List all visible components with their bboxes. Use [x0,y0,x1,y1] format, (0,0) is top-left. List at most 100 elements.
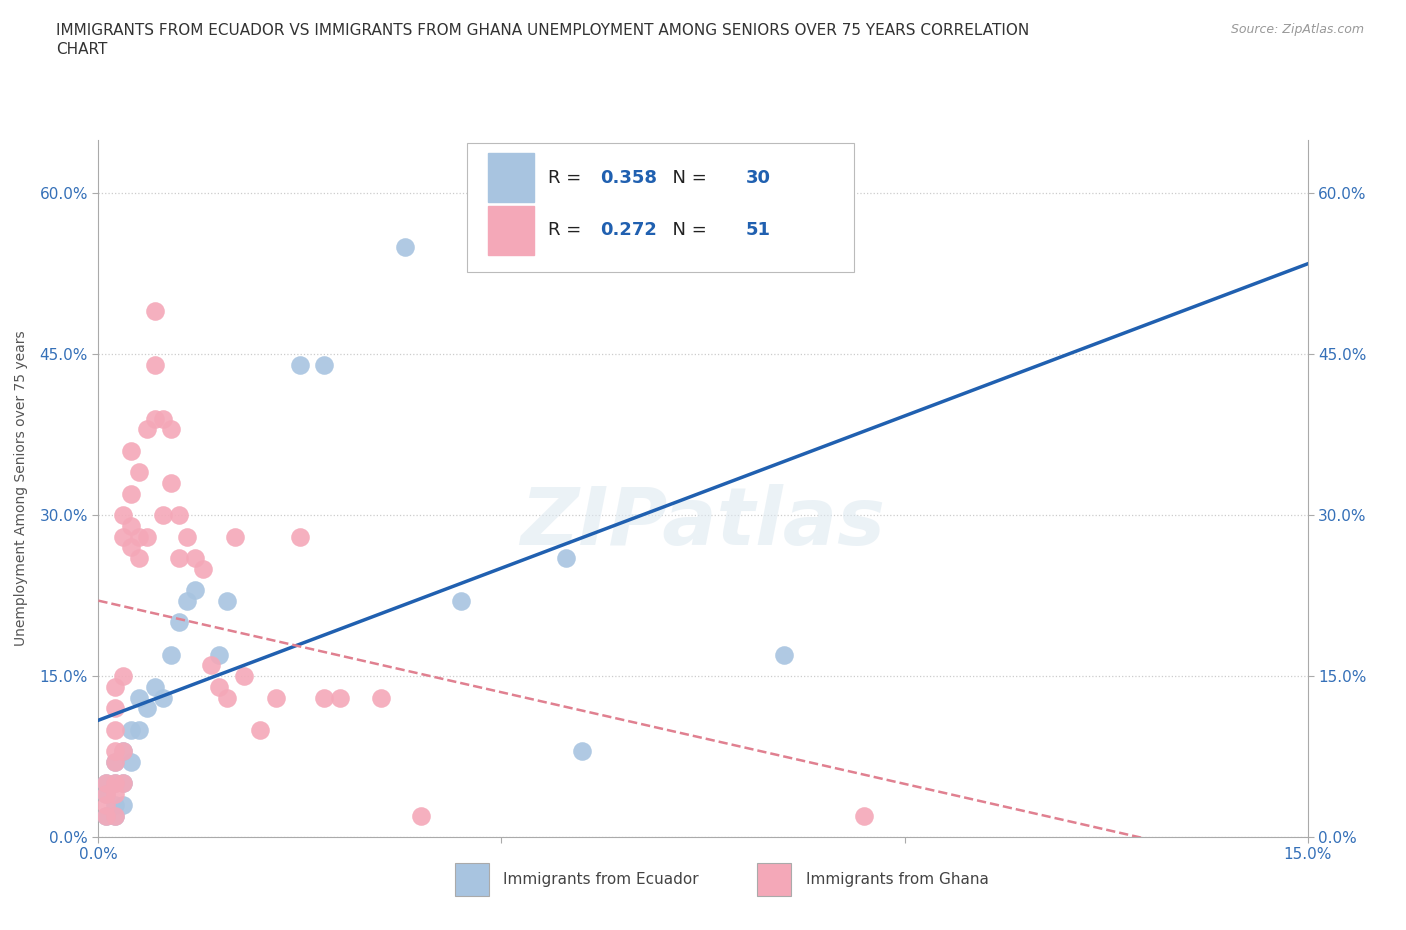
Text: Immigrants from Ghana: Immigrants from Ghana [806,872,988,887]
Point [111,797,134,812]
Point [152,508,174,523]
Point [208,647,231,662]
Point [120,754,142,769]
Point [314,690,336,705]
Point [96,808,118,823]
Text: Source: ZipAtlas.com: Source: ZipAtlas.com [1230,23,1364,36]
Point [160,422,183,437]
Point [217,593,239,608]
Point [224,529,246,544]
Point [167,551,190,565]
Point [96,776,118,790]
Point [103,754,125,769]
Point [135,701,157,716]
Point [555,551,578,565]
Point [160,647,183,662]
Point [853,808,876,823]
FancyBboxPatch shape [467,143,855,272]
Point [103,679,125,694]
Text: IMMIGRANTS FROM ECUADOR VS IMMIGRANTS FROM GHANA UNEMPLOYMENT AMONG SENIORS OVER: IMMIGRANTS FROM ECUADOR VS IMMIGRANTS FR… [56,23,1029,38]
Point [167,508,190,523]
Point [184,551,207,565]
Point [128,551,150,565]
Point [103,701,125,716]
FancyBboxPatch shape [488,206,534,255]
Point [208,679,231,694]
Point [249,723,271,737]
Point [143,411,166,426]
Text: N =: N = [661,221,713,239]
FancyBboxPatch shape [456,863,489,897]
Point [128,723,150,737]
Point [152,690,174,705]
Point [288,529,311,544]
Text: 0.272: 0.272 [600,221,657,239]
Point [111,776,134,790]
Point [128,690,150,705]
Point [193,562,215,577]
Point [143,304,166,319]
Point [143,679,166,694]
Point [111,508,134,523]
Point [394,239,416,254]
Point [314,357,336,372]
Point [176,529,198,544]
Text: Immigrants from Ecuador: Immigrants from Ecuador [503,872,699,887]
Point [111,669,134,684]
Point [103,723,125,737]
Point [96,776,118,790]
Point [103,754,125,769]
Point [103,787,125,802]
FancyBboxPatch shape [488,153,534,203]
Point [167,615,190,630]
Point [176,593,198,608]
Point [120,444,142,458]
Point [103,776,125,790]
Point [111,744,134,759]
Point [143,357,166,372]
Point [450,593,472,608]
Point [409,808,432,823]
Text: N =: N = [661,169,713,187]
Point [370,690,392,705]
Point [120,486,142,501]
Point [200,658,222,672]
Point [329,690,352,705]
Point [152,411,174,426]
Point [232,669,254,684]
Point [217,690,239,705]
Point [120,518,142,533]
Point [135,529,157,544]
Point [96,787,118,802]
Point [96,787,118,802]
Point [264,690,287,705]
Text: 51: 51 [745,221,770,239]
Point [128,529,150,544]
Point [103,808,125,823]
Point [96,797,118,812]
Point [103,808,125,823]
Point [288,357,311,372]
Point [120,723,142,737]
Point [135,422,157,437]
Point [103,797,125,812]
Point [103,776,125,790]
Text: CHART: CHART [56,42,108,57]
Y-axis label: Unemployment Among Seniors over 75 years: Unemployment Among Seniors over 75 years [14,330,28,646]
Point [184,583,207,598]
Point [160,475,183,490]
Point [772,647,794,662]
Text: ZIPatlas: ZIPatlas [520,485,886,562]
Point [128,465,150,480]
Point [111,776,134,790]
Point [111,744,134,759]
Point [103,744,125,759]
Point [111,529,134,544]
FancyBboxPatch shape [758,863,792,897]
Text: R =: R = [548,221,588,239]
Point [571,744,593,759]
Point [120,539,142,554]
Text: R =: R = [548,169,588,187]
Text: 0.358: 0.358 [600,169,657,187]
Point [96,808,118,823]
